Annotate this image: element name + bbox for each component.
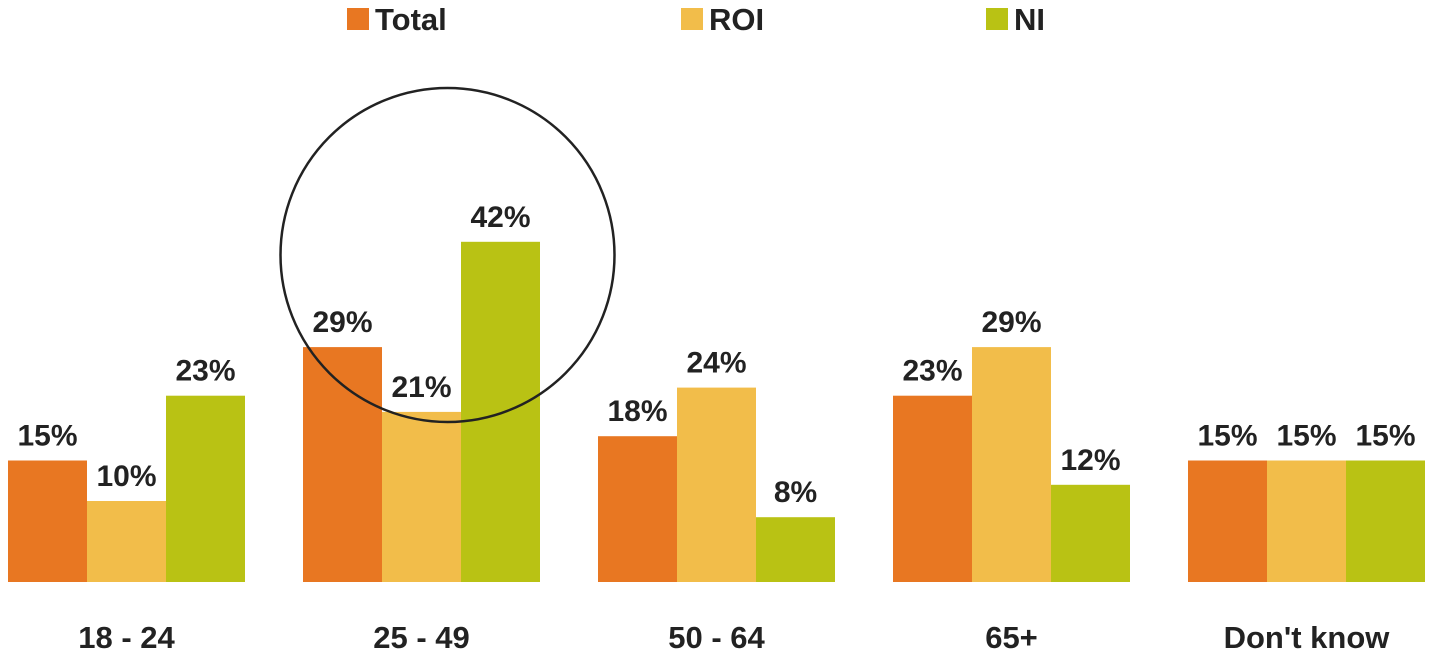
- category-label-18-24: 18 - 24: [78, 620, 175, 655]
- data-label-ni-65: 12%: [1060, 444, 1120, 477]
- bar-ni-50-64: [756, 517, 835, 582]
- annotation-layer: [279, 86, 616, 424]
- chart-legend: Total ROI NI: [347, 2, 1045, 37]
- category-label-don-t-know: Don't know: [1224, 620, 1391, 655]
- legend-label-ni: NI: [1014, 2, 1045, 37]
- legend-swatch-total: [347, 8, 369, 30]
- bar-total-65: [893, 395, 972, 582]
- data-label-roi-65: 29%: [981, 306, 1041, 339]
- highlight-circle: [279, 86, 616, 424]
- data-label-total-18-24: 15%: [17, 420, 77, 453]
- data-label-total-50-64: 18%: [607, 395, 667, 428]
- bar-total-25-49: [303, 347, 382, 582]
- bar-roi-65: [972, 347, 1051, 582]
- data-label-roi-don-t-know: 15%: [1276, 420, 1336, 453]
- category-label-25-49: 25 - 49: [373, 620, 470, 655]
- data-label-ni-don-t-know: 15%: [1355, 420, 1415, 453]
- data-labels: 15% 10% 23% 29% 21% 42% 18% 24% 8% 23% 29% 12% 15% 15…: [17, 201, 1415, 509]
- data-label-ni-25-49: 42%: [470, 201, 530, 234]
- bar-ni-don-t-know: [1346, 460, 1425, 582]
- data-label-total-25-49: 29%: [312, 306, 372, 339]
- bar-ni-65: [1051, 484, 1130, 582]
- category-labels: 18 - 24 25 - 49 50 - 64 65+ Don't know: [78, 620, 1390, 655]
- bar-ni-25-49: [461, 241, 540, 583]
- data-label-roi-18-24: 10%: [96, 460, 156, 493]
- bar-total-50-64: [598, 436, 677, 582]
- category-label-50-64: 50 - 64: [668, 620, 765, 655]
- bar-roi-18-24: [87, 501, 166, 582]
- data-label-total-65: 23%: [902, 355, 962, 388]
- bar-ni-18-24: [166, 395, 245, 582]
- bar-total-don-t-know: [1188, 460, 1267, 582]
- bar-roi-don-t-know: [1267, 460, 1346, 582]
- legend-label-total: Total: [375, 2, 447, 37]
- data-label-ni-50-64: 8%: [774, 476, 817, 509]
- legend-swatch-ni: [986, 8, 1008, 30]
- legend-swatch-roi: [681, 8, 703, 30]
- legend-label-roi: ROI: [709, 2, 764, 37]
- data-label-roi-50-64: 24%: [686, 347, 746, 380]
- data-label-total-don-t-know: 15%: [1197, 420, 1257, 453]
- bar-roi-25-49: [382, 411, 461, 582]
- category-label-65: 65+: [985, 620, 1038, 655]
- bar-roi-50-64: [677, 387, 756, 582]
- data-label-ni-18-24: 23%: [175, 355, 235, 388]
- bar-total-18-24: [8, 460, 87, 582]
- bar-marks: [8, 241, 1425, 583]
- data-label-roi-25-49: 21%: [391, 371, 451, 404]
